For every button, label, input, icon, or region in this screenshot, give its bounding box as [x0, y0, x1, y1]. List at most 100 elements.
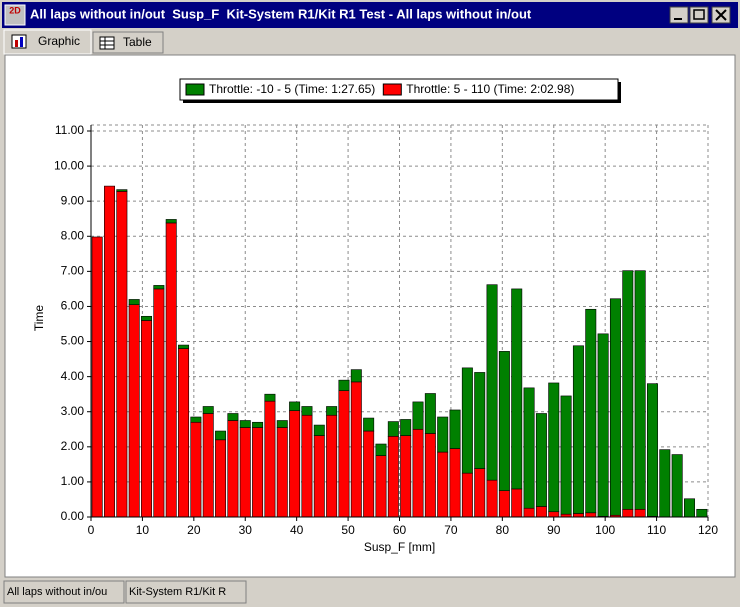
legend-swatch [185, 83, 205, 96]
app-icon [4, 4, 26, 26]
bar-segment [338, 379, 350, 391]
bar-segment [178, 344, 190, 349]
bar-segment [412, 428, 424, 518]
bar-segment [264, 393, 276, 402]
y-tick-label: 10.00 [54, 158, 84, 172]
bar-segment [165, 219, 177, 224]
bar-segment [437, 416, 449, 453]
bar-segment [646, 383, 658, 517]
bar-segment [313, 435, 325, 518]
bar-segment [659, 449, 671, 518]
bar-segment [128, 304, 140, 518]
bar-segment [104, 185, 115, 518]
bar-segment [252, 427, 264, 518]
graphic-tab[interactable] [3, 29, 92, 55]
y-tick-label: 11.00 [55, 123, 84, 137]
table-tab-icon [99, 36, 115, 50]
x-tick-label: 0 [88, 523, 95, 537]
bar-segment [424, 393, 436, 434]
bar-segment [609, 298, 621, 516]
y-tick-label: 1.00 [61, 474, 85, 488]
bar-segment [202, 406, 214, 414]
chart: 0.00 1.00 2.00 3.00 4.00 5.00 6.00 7.00 8.00 9.00… [32, 78, 718, 554]
bar-segment [190, 421, 202, 518]
bar-segment [363, 417, 375, 432]
bar-segment [684, 498, 695, 518]
bar-segment [474, 468, 486, 518]
bar-segment [387, 435, 399, 518]
bar-segment [486, 479, 498, 518]
bar-segment [622, 270, 634, 510]
bar-segment [153, 285, 165, 290]
bar-segment [597, 333, 609, 517]
bar-segment [375, 455, 387, 518]
bar-segment [585, 308, 597, 514]
bar-segment [511, 488, 523, 518]
window-buttons [669, 6, 731, 24]
y-tick-label: 8.00 [61, 228, 85, 242]
x-tick-label: 90 [547, 523, 561, 537]
bar-segment [474, 372, 486, 469]
y-tick-label: 3.00 [61, 404, 85, 418]
bar-segment [486, 284, 498, 481]
y-tick-label: 4.00 [61, 369, 85, 383]
y-tick-label: 9.00 [61, 193, 85, 207]
legend-label: Throttle: 5 - 110 (Time: 2:02.98) [406, 82, 574, 96]
bar-segment [400, 419, 412, 436]
bar-segment [141, 315, 153, 321]
bar-segment [350, 381, 362, 518]
bar-segment [202, 413, 214, 518]
bar-segment [276, 420, 288, 428]
bar-segment [585, 512, 597, 518]
bar-segment [227, 420, 239, 518]
bar-segment [326, 406, 338, 416]
bar-segment [548, 382, 560, 513]
bar-segment [326, 414, 338, 518]
x-tick-label: 10 [136, 523, 150, 537]
bar-segment [128, 299, 140, 306]
graphic-tab-icon-bar [15, 40, 18, 47]
x-tick-label: 120 [698, 523, 718, 537]
bar-segment [239, 427, 251, 518]
y-tick-label: 5.00 [61, 334, 85, 348]
x-tick-label: 100 [595, 523, 615, 537]
x-tick-label: 70 [444, 523, 458, 537]
close-icon [715, 9, 727, 21]
title-bar [2, 2, 738, 28]
bar-segment [548, 511, 560, 518]
bar-segment [671, 454, 683, 518]
y-axis-label: Time [32, 305, 46, 332]
bar-segment [301, 414, 313, 518]
bar-segment [276, 427, 288, 518]
graphic-tab-icon [11, 34, 27, 49]
bar-segment [116, 189, 128, 192]
bar-segment [215, 439, 227, 518]
bar-segment [498, 351, 510, 491]
window-title: All laps without in/out Susp_F Kit-Syste… [30, 6, 532, 21]
bar-segment [412, 401, 424, 430]
bar-segment [350, 369, 362, 383]
x-tick-label: 50 [341, 523, 355, 537]
bar-segment [165, 222, 177, 518]
minimize-button[interactable] [669, 6, 689, 24]
bar-segment [313, 424, 325, 436]
bar-segment [141, 320, 153, 518]
bar-segment [301, 406, 313, 416]
bar-segment [560, 395, 572, 515]
bar-segment [400, 435, 412, 518]
bar-segment [363, 430, 375, 518]
bar-segment [696, 508, 708, 518]
bar-segment [523, 387, 535, 509]
bar-segment [153, 288, 165, 518]
bar-segment [511, 288, 523, 490]
bar-segment [634, 508, 646, 518]
bar-segment [622, 508, 634, 518]
bar-segment [498, 490, 510, 518]
bar-segment [572, 513, 584, 518]
x-tick-label: 60 [393, 523, 407, 537]
bar-segment [634, 270, 646, 510]
bar-segment [178, 348, 190, 518]
legend-label: Throttle: -10 - 5 (Time: 1:27.65) [209, 82, 375, 96]
x-tick-label: 110 [647, 523, 666, 537]
